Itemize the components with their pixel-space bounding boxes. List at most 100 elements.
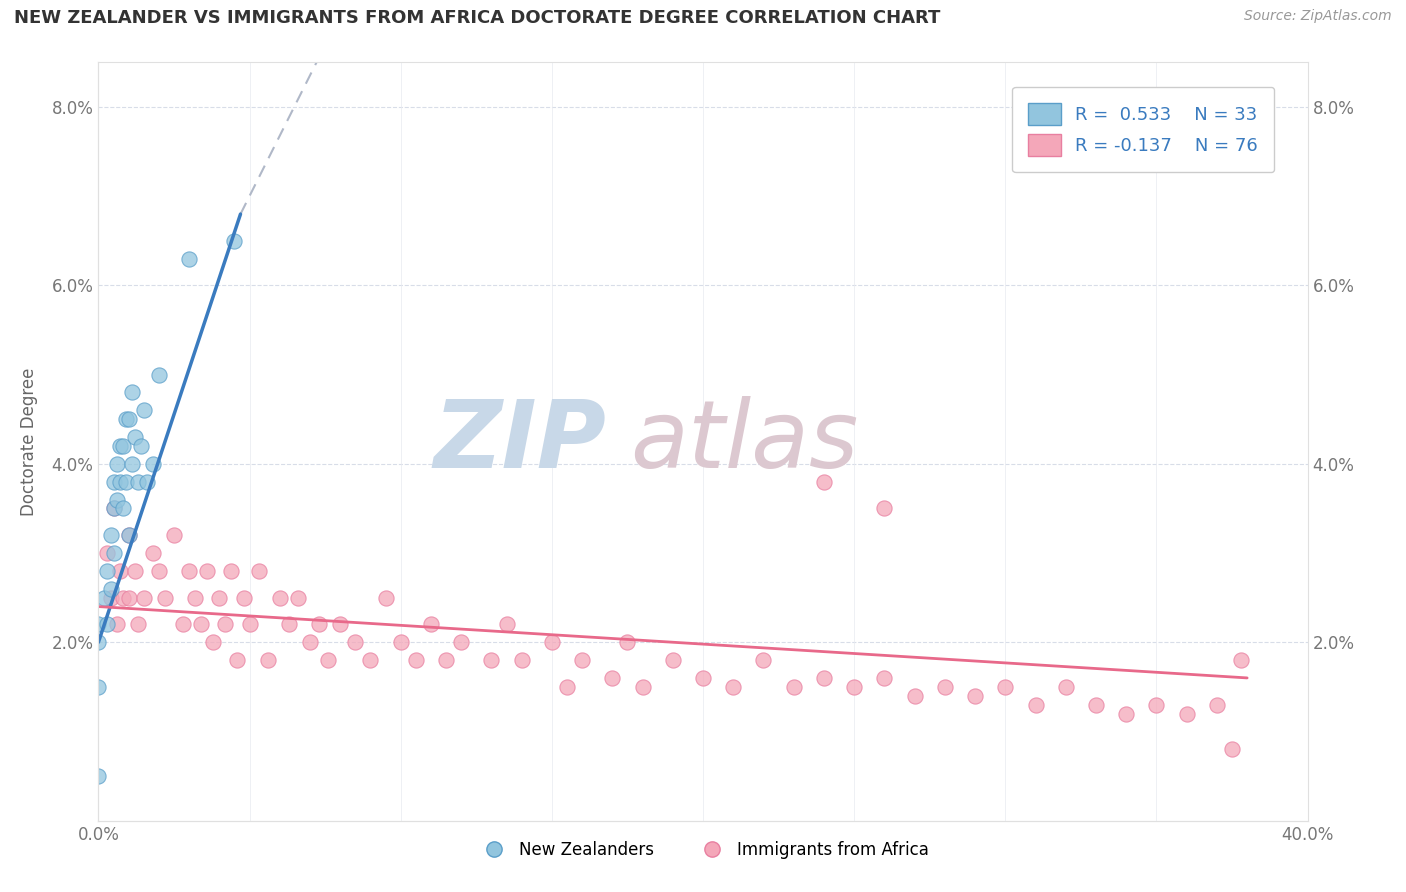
Point <box>103 546 125 560</box>
Point <box>114 412 136 426</box>
Point <box>269 591 291 605</box>
Point <box>114 475 136 489</box>
Point <box>105 457 128 471</box>
Point <box>142 457 165 471</box>
Point <box>111 591 134 605</box>
Point <box>100 582 122 596</box>
Point <box>1024 698 1046 712</box>
Point <box>179 564 201 578</box>
Point <box>172 617 194 632</box>
Point <box>631 680 654 694</box>
Point <box>844 680 866 694</box>
Point <box>202 635 225 649</box>
Point <box>184 591 207 605</box>
Point <box>105 617 128 632</box>
Point <box>226 653 249 667</box>
Point <box>103 475 125 489</box>
Point <box>232 591 254 605</box>
Point <box>87 635 110 649</box>
Point <box>510 653 533 667</box>
Point <box>221 564 243 578</box>
Point <box>783 680 806 694</box>
Point <box>121 457 143 471</box>
Point <box>135 475 157 489</box>
Point <box>153 591 176 605</box>
Point <box>287 591 309 605</box>
Point <box>256 653 278 667</box>
Point <box>127 475 149 489</box>
Point <box>111 439 134 453</box>
Point <box>132 591 155 605</box>
Point <box>405 653 427 667</box>
Text: NEW ZEALANDER VS IMMIGRANTS FROM AFRICA DOCTORATE DEGREE CORRELATION CHART: NEW ZEALANDER VS IMMIGRANTS FROM AFRICA … <box>14 9 941 27</box>
Point <box>87 680 110 694</box>
Point <box>434 653 457 667</box>
Point <box>224 234 246 248</box>
Point <box>1175 706 1198 721</box>
Text: ZIP: ZIP <box>433 395 606 488</box>
Point <box>420 617 443 632</box>
Point <box>555 680 578 694</box>
Point <box>103 501 125 516</box>
Point <box>132 403 155 417</box>
Point <box>1230 653 1253 667</box>
Point <box>934 680 956 694</box>
Point <box>571 653 593 667</box>
Point <box>93 591 115 605</box>
Point <box>994 680 1017 694</box>
Point <box>1220 742 1243 756</box>
Point <box>118 591 141 605</box>
Point <box>360 653 382 667</box>
Point <box>813 475 835 489</box>
Point <box>904 689 927 703</box>
Point <box>108 439 131 453</box>
Point <box>1144 698 1167 712</box>
Point <box>163 528 186 542</box>
Point <box>1085 698 1108 712</box>
Point <box>299 635 322 649</box>
Point <box>124 564 146 578</box>
Point <box>129 439 152 453</box>
Point <box>118 528 141 542</box>
Point <box>127 617 149 632</box>
Point <box>96 617 118 632</box>
Legend: New Zealanders, Immigrants from Africa: New Zealanders, Immigrants from Africa <box>471 834 935 865</box>
Point <box>873 671 896 685</box>
Point <box>96 564 118 578</box>
Point <box>108 564 131 578</box>
Point <box>87 617 110 632</box>
Point <box>374 591 396 605</box>
Point <box>344 635 367 649</box>
Point <box>540 635 562 649</box>
Point <box>723 680 745 694</box>
Point <box>277 617 299 632</box>
Point <box>239 617 262 632</box>
Point <box>692 671 714 685</box>
Point <box>208 591 231 605</box>
Point <box>965 689 987 703</box>
Point <box>602 671 624 685</box>
Point <box>1115 706 1137 721</box>
Point <box>495 617 517 632</box>
Point <box>121 385 143 400</box>
Point <box>873 501 896 516</box>
Point <box>108 475 131 489</box>
Point <box>179 252 201 266</box>
Point <box>100 528 122 542</box>
Point <box>142 546 165 560</box>
Point <box>124 430 146 444</box>
Point <box>100 591 122 605</box>
Point <box>118 528 141 542</box>
Point <box>316 653 339 667</box>
Point <box>1054 680 1077 694</box>
Point <box>450 635 472 649</box>
Point <box>389 635 412 649</box>
Point <box>103 501 125 516</box>
Point <box>661 653 683 667</box>
Point <box>111 501 134 516</box>
Point <box>96 546 118 560</box>
Point <box>118 412 141 426</box>
Point <box>195 564 218 578</box>
Point <box>752 653 775 667</box>
Point <box>481 653 503 667</box>
